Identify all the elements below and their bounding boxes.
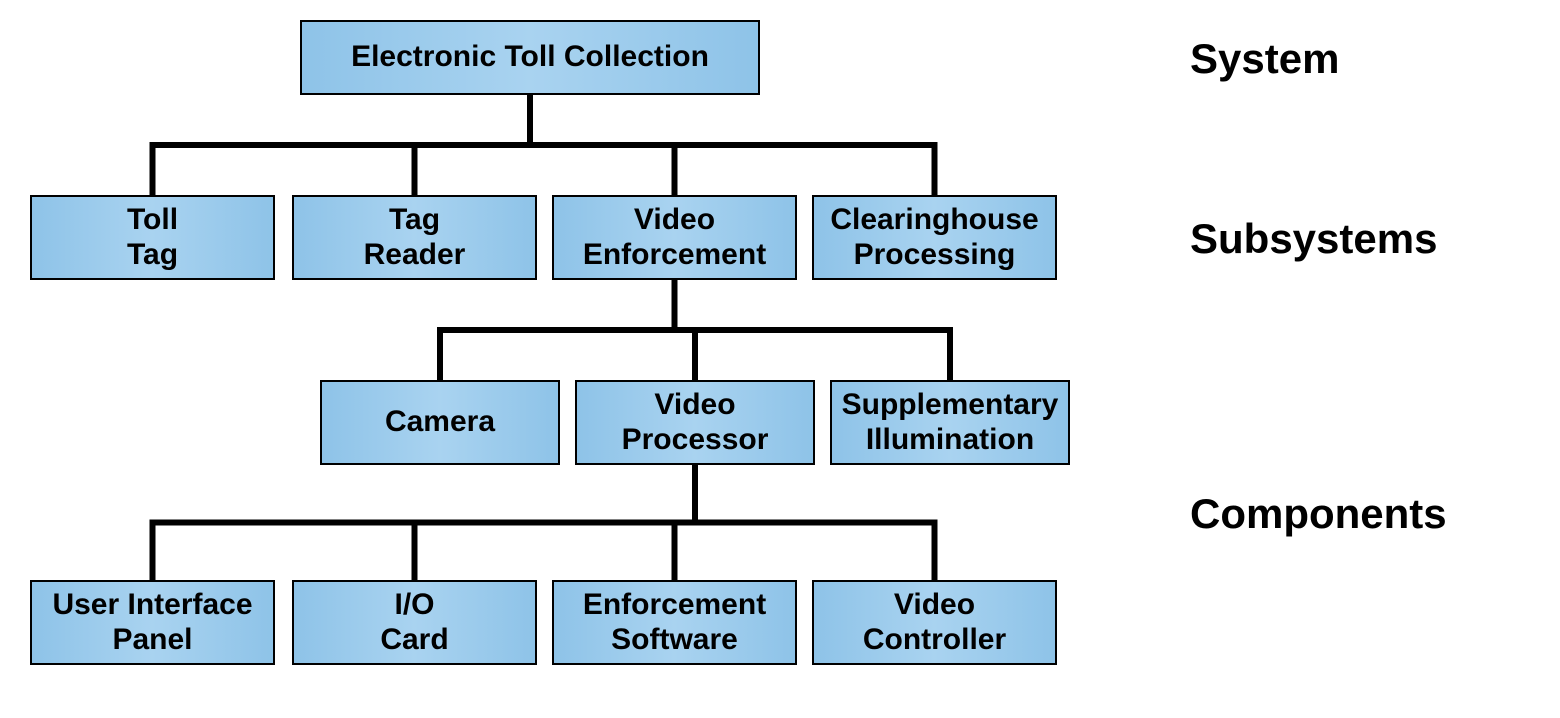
label-components: Components [1190,490,1447,538]
node-cmpB2: I/O Card [292,580,537,665]
node-label: Tag Reader [364,203,466,272]
node-cmpA2: Video Processor [575,380,815,465]
node-cmpA3: Supplementary Illumination [830,380,1070,465]
node-sub1: Toll Tag [30,195,275,280]
label-subsystems: Subsystems [1190,215,1437,263]
node-label: Video Processor [622,388,769,457]
node-label: Enforcement Software [583,588,766,657]
node-cmpB1: User Interface Panel [30,580,275,665]
label-system: System [1190,35,1339,83]
node-sub2: Tag Reader [292,195,537,280]
node-label: Toll Tag [127,203,178,272]
node-sub4: Clearinghouse Processing [812,195,1057,280]
diagram-stage: Electronic Toll Collection Toll Tag Tag Re… [0,0,1560,718]
node-sub3: Video Enforcement [552,195,797,280]
node-root: Electronic Toll Collection [300,20,760,95]
node-cmpA1: Camera [320,380,560,465]
node-cmpB3: Enforcement Software [552,580,797,665]
node-label: Video Enforcement [583,203,766,272]
node-label: Supplementary Illumination [842,388,1059,457]
node-cmpB4: Video Controller [812,580,1057,665]
node-label: Video Controller [863,588,1006,657]
node-label: Camera [385,405,495,440]
node-label: I/O Card [380,588,448,657]
node-label: Clearinghouse Processing [830,203,1038,272]
node-label: User Interface Panel [52,588,252,657]
node-label: Electronic Toll Collection [351,40,709,75]
